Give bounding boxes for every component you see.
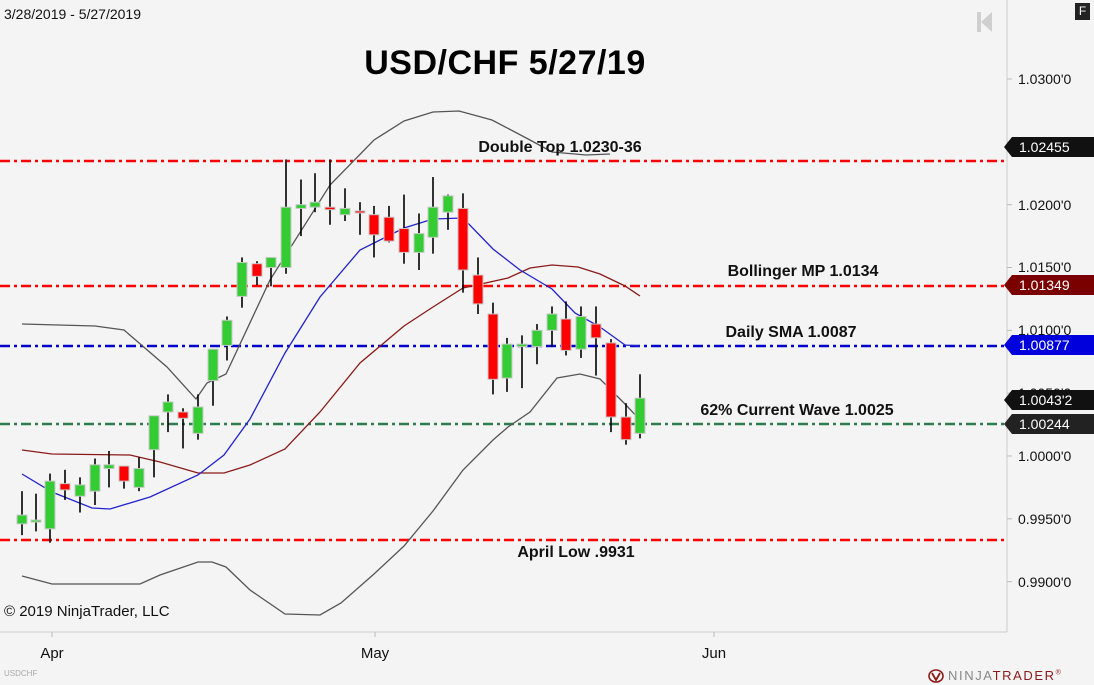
candle-body — [354, 210, 366, 214]
candle-body — [413, 233, 425, 253]
scroll-to-start-icon[interactable] — [976, 10, 994, 39]
candle-body — [280, 206, 292, 268]
candle-body — [560, 318, 572, 351]
candle-body — [620, 416, 632, 441]
x-tick-label-jun: Jun — [701, 645, 727, 662]
candle-body — [44, 480, 56, 530]
candle-body — [442, 195, 454, 213]
candle-body — [221, 319, 233, 346]
candle-body — [251, 263, 263, 277]
candle-body — [531, 329, 543, 348]
registered-mark: ® — [1055, 669, 1063, 677]
candle-body — [575, 315, 587, 350]
candle-body — [339, 207, 351, 216]
candle-body — [59, 483, 71, 491]
candle-body — [207, 348, 219, 382]
candle-body — [472, 274, 484, 305]
brand-trader: TRADER — [992, 668, 1056, 683]
candle-body — [457, 207, 469, 271]
chart-title: USD/CHF 5/27/19 — [364, 44, 646, 82]
candle-body — [103, 464, 115, 470]
indicator-sma-20-bollinger-mp- — [21, 264, 641, 474]
candle-body — [295, 204, 307, 209]
candle-body — [236, 261, 248, 297]
candle-body — [516, 343, 528, 348]
candle-body — [368, 214, 380, 236]
date-range-label: 3/28/2019 - 5/27/2019 — [4, 6, 142, 22]
candle-body — [265, 256, 277, 268]
f-badge-button[interactable]: F — [1075, 3, 1090, 20]
ninjatrader-logo: NINJATRADER® — [928, 668, 1062, 683]
annotation-label: Bollinger MP 1.0134 — [727, 263, 879, 280]
annotation-label: Daily SMA 1.0087 — [725, 324, 857, 341]
annotation-label: Double Top 1.0230-36 — [478, 139, 642, 156]
x-tick-label-may: May — [360, 645, 390, 662]
price-tag: 1.01349 — [1004, 275, 1094, 295]
candle-body — [16, 514, 28, 525]
y-tick-label: 1.0150'0 — [1018, 259, 1072, 276]
indicator-sma-10-daily- — [21, 217, 641, 510]
symbol-label: USDCHF — [4, 669, 38, 678]
candle-body — [383, 216, 395, 242]
annotation-label: 62% Current Wave 1.0025 — [700, 402, 894, 419]
candle-body — [590, 323, 602, 339]
price-tag: 1.00877 — [1004, 335, 1094, 355]
price-tag: 1.00244 — [1004, 414, 1094, 434]
candle-body — [398, 228, 410, 253]
candle-body — [634, 397, 646, 434]
x-tick-label-apr: Apr — [40, 645, 64, 662]
y-tick-label: 1.0300'0 — [1018, 71, 1072, 87]
ninja-logo-icon — [928, 668, 944, 683]
y-tick-label: 1.0000'0 — [1018, 447, 1072, 464]
candle-body — [177, 411, 189, 419]
copyright-text: © 2019 NinjaTrader, LLC — [4, 603, 170, 620]
candle-body — [309, 201, 321, 208]
candle-body — [501, 343, 513, 379]
price-tag: 1.02455 — [1004, 137, 1094, 157]
candle-body — [192, 406, 204, 434]
y-tick-label: 1.0100'0 — [1018, 322, 1072, 339]
indicator-bollinger-upper — [21, 110, 611, 401]
y-tick-label: 1.0200'0 — [1018, 196, 1072, 213]
candle-body — [605, 342, 617, 418]
price-tag: 1.0043'2 — [1004, 390, 1094, 410]
indicator-bollinger-lower — [21, 373, 641, 616]
candle-body — [546, 313, 558, 331]
candle-body — [89, 464, 101, 492]
candle-body — [133, 468, 145, 488]
candle-body — [30, 519, 42, 523]
candle-body — [74, 484, 86, 497]
candle-body — [427, 206, 439, 238]
candle-body — [148, 415, 160, 451]
brand-ninja: NINJA — [948, 668, 993, 683]
candle-body — [487, 313, 499, 380]
y-tick-label: 0.9900'0 — [1018, 573, 1072, 590]
annotation-label: April Low .9931 — [517, 544, 635, 561]
candle-body — [162, 401, 174, 413]
y-tick-label: 0.9950'0 — [1018, 510, 1072, 527]
candle-body — [118, 465, 130, 482]
candle-body — [324, 206, 336, 211]
